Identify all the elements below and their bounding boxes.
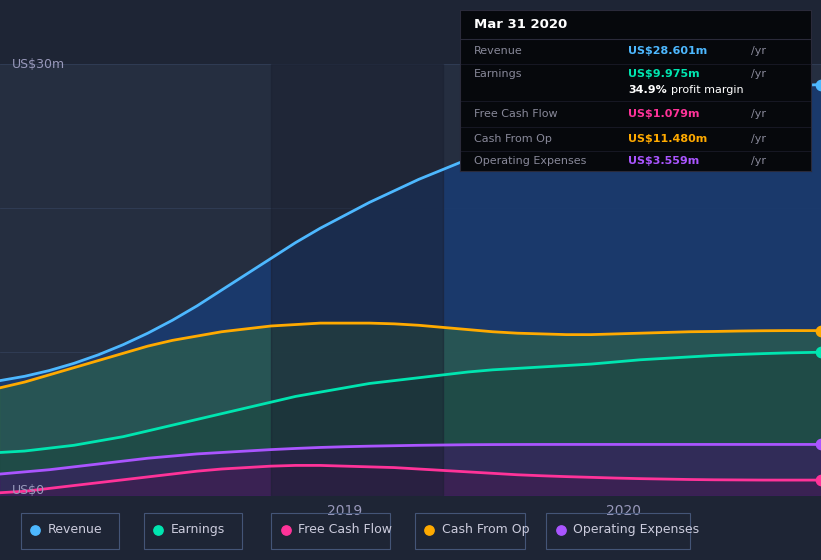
Text: Revenue: Revenue [474, 46, 522, 57]
Text: US$30m: US$30m [12, 58, 66, 71]
Point [814, 348, 821, 357]
Text: Operating Expenses: Operating Expenses [474, 156, 586, 166]
Point [423, 525, 436, 534]
Text: Cash From Op: Cash From Op [442, 523, 530, 536]
Text: US$0: US$0 [12, 483, 45, 497]
Point [814, 440, 821, 449]
Text: Free Cash Flow: Free Cash Flow [474, 109, 557, 119]
Point [814, 475, 821, 484]
Point [554, 525, 567, 534]
Text: Earnings: Earnings [171, 523, 225, 536]
Text: US$28.601m: US$28.601m [628, 46, 708, 57]
Text: Cash From Op: Cash From Op [474, 133, 552, 143]
Point [814, 80, 821, 89]
Text: Earnings: Earnings [474, 69, 522, 79]
Text: Free Cash Flow: Free Cash Flow [298, 523, 392, 536]
Bar [271, 64, 443, 496]
Point [279, 525, 292, 534]
Point [152, 525, 165, 534]
Text: profit margin: profit margin [671, 85, 743, 95]
Text: /yr: /yr [751, 156, 767, 166]
Text: Revenue: Revenue [48, 523, 103, 536]
Text: US$3.559m: US$3.559m [628, 156, 699, 166]
Text: US$9.975m: US$9.975m [628, 69, 700, 79]
Text: /yr: /yr [751, 109, 767, 119]
Text: Operating Expenses: Operating Expenses [573, 523, 699, 536]
Text: Mar 31 2020: Mar 31 2020 [474, 17, 567, 31]
Text: /yr: /yr [751, 46, 767, 57]
Point [29, 525, 42, 534]
Text: /yr: /yr [751, 69, 767, 79]
Text: /yr: /yr [751, 133, 767, 143]
Text: US$1.079m: US$1.079m [628, 109, 700, 119]
Text: 34.9%: 34.9% [628, 85, 667, 95]
Point [814, 326, 821, 335]
Text: US$11.480m: US$11.480m [628, 133, 708, 143]
